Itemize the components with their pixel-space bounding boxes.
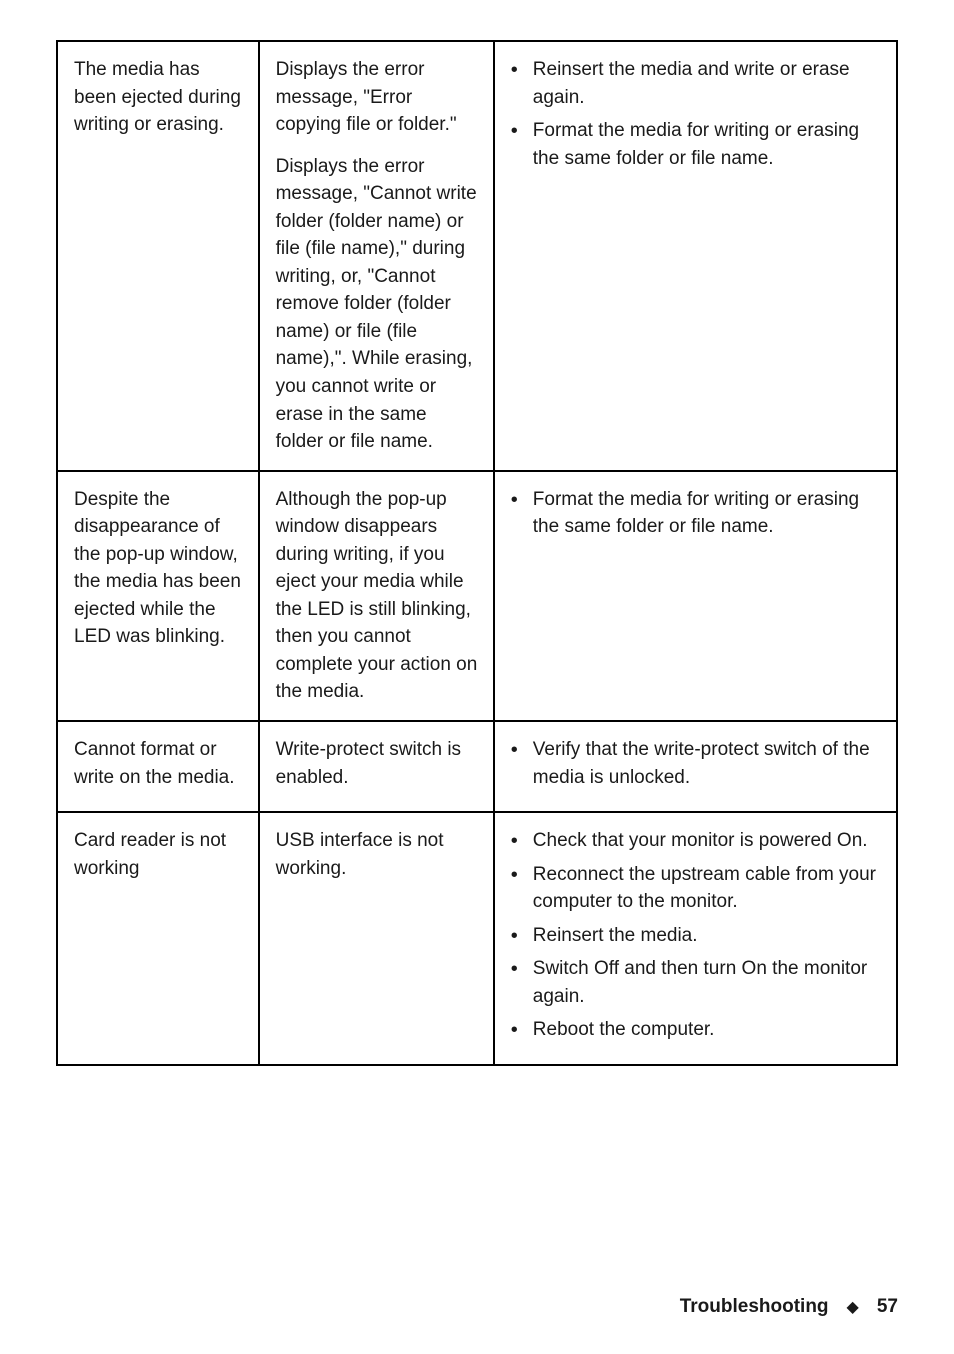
solution-item: Format the media for writing or erasing … xyxy=(511,117,882,172)
symptom-text: Write-protect switch is enabled. xyxy=(276,736,479,791)
solution-list: Reinsert the media and write or erase ag… xyxy=(511,56,882,172)
solution-item: Reboot the computer. xyxy=(511,1016,882,1044)
solution-item: Reinsert the media. xyxy=(511,922,882,950)
symptom-cell: Displays the error message, "Error copyi… xyxy=(259,41,494,471)
page-footer: Troubleshooting ◆ 57 xyxy=(680,1296,898,1318)
solution-cell: Format the media for writing or erasing … xyxy=(494,471,897,721)
table-row: Card reader is not working USB interface… xyxy=(57,812,897,1065)
solution-cell: Check that your monitor is powered On. R… xyxy=(494,812,897,1065)
issue-text: Despite the disappearance of the pop-up … xyxy=(74,486,244,651)
solution-item: Switch Off and then turn On the monitor … xyxy=(511,955,882,1010)
solution-item: Verify that the write-protect switch of … xyxy=(511,736,882,791)
symptom-text: Displays the error message, "Error copyi… xyxy=(276,56,479,139)
troubleshooting-table: The media has been ejected during writin… xyxy=(56,40,898,1066)
issue-cell: Cannot format or write on the media. xyxy=(57,721,259,812)
issue-cell: Despite the disappearance of the pop-up … xyxy=(57,471,259,721)
table-row: The media has been ejected during writin… xyxy=(57,41,897,471)
solution-list: Verify that the write-protect switch of … xyxy=(511,736,882,791)
table-row: Cannot format or write on the media. Wri… xyxy=(57,721,897,812)
table-row: Despite the disappearance of the pop-up … xyxy=(57,471,897,721)
symptom-text: Although the pop-up window disappears du… xyxy=(276,486,479,706)
issue-cell: Card reader is not working xyxy=(57,812,259,1065)
diamond-icon: ◆ xyxy=(847,1297,859,1317)
symptom-cell: Although the pop-up window disappears du… xyxy=(259,471,494,721)
issue-cell: The media has been ejected during writin… xyxy=(57,41,259,471)
footer-section: Troubleshooting xyxy=(680,1296,829,1318)
symptom-text: Displays the error message, "Cannot writ… xyxy=(276,153,479,456)
issue-text: The media has been ejected during writin… xyxy=(74,56,244,139)
footer-page-number: 57 xyxy=(877,1296,898,1318)
solution-item: Reinsert the media and write or erase ag… xyxy=(511,56,882,111)
symptom-text: USB interface is not working. xyxy=(276,827,479,882)
solution-item: Reconnect the upstream cable from your c… xyxy=(511,861,882,916)
solution-cell: Reinsert the media and write or erase ag… xyxy=(494,41,897,471)
issue-text: Cannot format or write on the media. xyxy=(74,736,244,791)
solution-cell: Verify that the write-protect switch of … xyxy=(494,721,897,812)
symptom-cell: Write-protect switch is enabled. xyxy=(259,721,494,812)
issue-text: Card reader is not working xyxy=(74,827,244,882)
solution-list: Format the media for writing or erasing … xyxy=(511,486,882,541)
solution-item: Check that your monitor is powered On. xyxy=(511,827,882,855)
symptom-cell: USB interface is not working. xyxy=(259,812,494,1065)
solution-item: Format the media for writing or erasing … xyxy=(511,486,882,541)
solution-list: Check that your monitor is powered On. R… xyxy=(511,827,882,1044)
